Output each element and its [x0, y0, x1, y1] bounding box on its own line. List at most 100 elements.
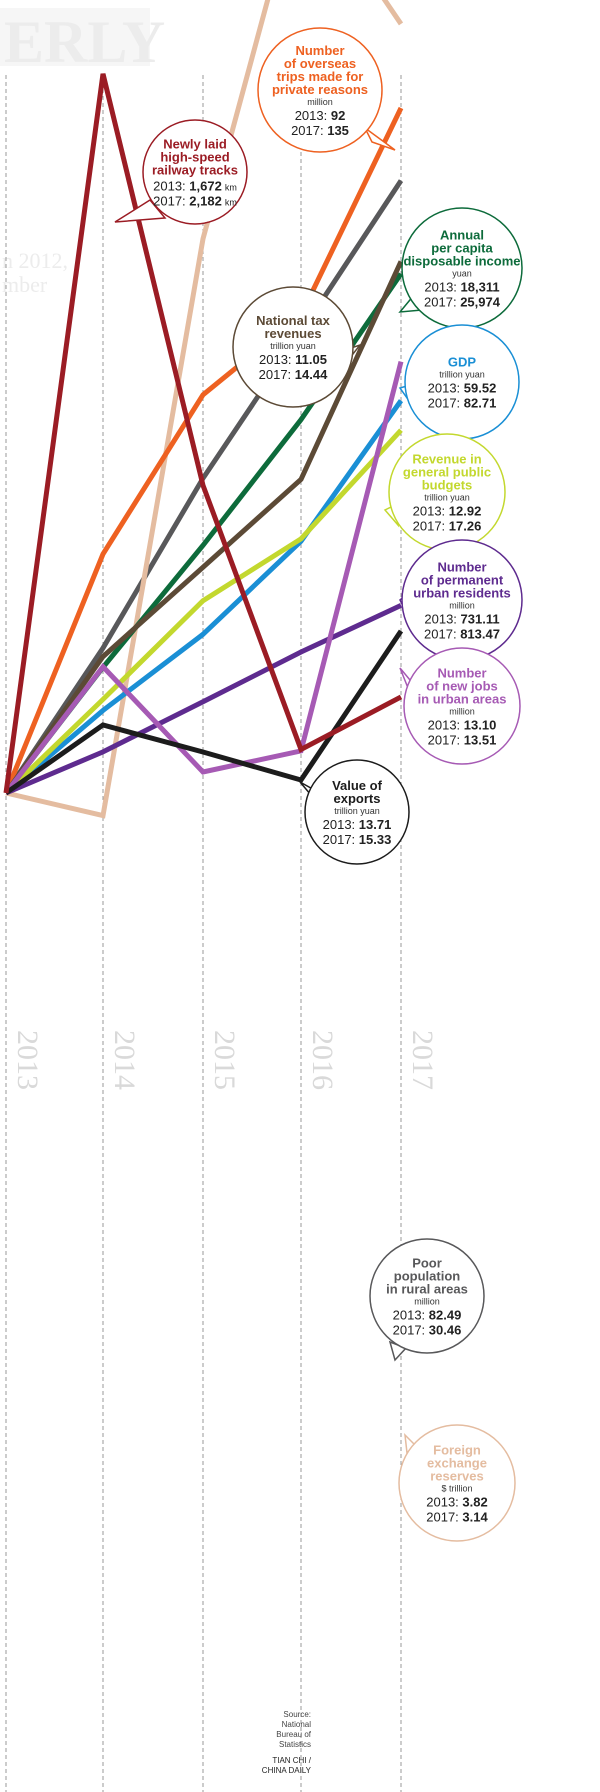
- line-tax: [3, 260, 404, 795]
- year-label-2015: 2015: [208, 1030, 241, 1090]
- bubble-title: Number: [437, 560, 486, 575]
- bubble-value-v2013: 2013: 18,311: [424, 280, 499, 295]
- bubble-title: exchange: [427, 1456, 487, 1471]
- bubble-title: urban residents: [413, 586, 511, 601]
- bubble-value-v2013: 2013: 3.82: [426, 1495, 487, 1510]
- bubble-title: in urban areas: [418, 692, 507, 707]
- bubble-unit: million: [414, 1297, 440, 1307]
- x-axis-year-labels: 2013 2014 2015 2016 2017: [11, 1030, 439, 1090]
- svg-text:ERLY: ERLY: [4, 9, 165, 75]
- credit-line: TIAN CHI /: [272, 1756, 311, 1765]
- bubble-title: high-speed: [160, 150, 229, 165]
- series-lines: [3, 0, 404, 819]
- source-line: Source:: [283, 1710, 311, 1719]
- credit-note: TIAN CHI /CHINA DAILY: [262, 1756, 312, 1775]
- bubble-title: of permanent: [421, 573, 504, 588]
- bubble-title: Annual: [440, 228, 484, 243]
- year-label-2014: 2014: [108, 1030, 141, 1090]
- bubble-value-v2013: 2013: 13.71: [323, 817, 392, 832]
- bubble-title: railway tracks: [152, 163, 238, 178]
- svg-text:mber: mber: [2, 272, 48, 297]
- bubble-title: Newly laid: [163, 137, 227, 152]
- year-gridlines: [5, 75, 402, 1792]
- year-label-2013: 2013: [11, 1030, 44, 1090]
- bubble-value-v2017: 2017: 17.26: [413, 519, 482, 534]
- bubble-title: of new jobs: [426, 679, 498, 694]
- line-gdp: [4, 399, 404, 795]
- bubble-title: Revenue in: [412, 452, 481, 467]
- source-line: National: [282, 1720, 312, 1729]
- bubble-value-v2013: 2013: 92: [295, 108, 346, 123]
- bubble-value-v2017: 2017: 30.46: [393, 1323, 462, 1338]
- bubble-value-v2013: 2013: 82.49: [393, 1308, 462, 1323]
- bubble-title: per capita: [431, 241, 493, 256]
- bubble-value-v2013: 2013: 59.52: [428, 381, 497, 396]
- bubble-title: private reasons: [272, 82, 368, 97]
- bubble-title: revenues: [264, 326, 321, 341]
- bubble-value-v2013: 2013: 11.05: [259, 352, 327, 367]
- bubble-unit: trillion yuan: [334, 806, 380, 816]
- bubble-tail: [364, 127, 396, 151]
- bubble-value-v2017: 2017: 13.51: [428, 733, 497, 748]
- line-urban: [5, 603, 403, 796]
- bubble-title: GDP: [448, 355, 477, 370]
- bubble-title: reserves: [430, 1469, 484, 1484]
- bubble-value-v2017: 2017: 2,182 km: [153, 194, 237, 209]
- bubble-unit: million: [307, 97, 333, 107]
- bubble-title: population: [394, 1269, 460, 1284]
- bubble-title: general public: [403, 465, 491, 480]
- bubble-value-v2017: 2017: 813.47: [424, 627, 500, 642]
- line-revenue: [4, 428, 403, 795]
- bubble-unit: $ trillion: [441, 1484, 472, 1494]
- source-line: Bureau of: [276, 1730, 311, 1739]
- bubble-title: in rural areas: [386, 1282, 468, 1297]
- bubble-unit: million: [449, 707, 475, 717]
- bubble-title: disposable income: [403, 254, 520, 269]
- bubble-title: exports: [334, 791, 381, 806]
- bubble-unit: million: [449, 601, 475, 611]
- bubble-value-v2017: 2017: 82.71: [428, 396, 497, 411]
- line-trips: [3, 106, 404, 794]
- credit-line: CHINA DAILY: [262, 1766, 312, 1775]
- bubble-title: Foreign: [433, 1443, 481, 1458]
- bubble-title: Number: [295, 43, 344, 58]
- bubble-unit: trillion yuan: [439, 370, 485, 380]
- bubble-title: Value of: [332, 778, 383, 793]
- line-forex: [5, 0, 404, 819]
- bubble-title: National tax: [256, 313, 330, 328]
- svg-text:n 2012,: n 2012,: [2, 248, 68, 273]
- bubble-value-v2013: 2013: 731.11: [424, 612, 499, 627]
- bubble-title: Number: [437, 666, 486, 681]
- bubble-value-v2013: 2013: 13.10: [428, 718, 497, 733]
- bubble-value-v2017: 2017: 25,974: [424, 295, 501, 310]
- bubble-unit: trillion yuan: [270, 341, 316, 351]
- bubble-title: of overseas: [284, 56, 356, 71]
- line-jobs: [4, 361, 404, 795]
- background-ghost-text: ERLY n 2012, mber: [0, 8, 165, 297]
- bubble-unit: yuan: [452, 269, 472, 279]
- year-label-2016: 2016: [306, 1030, 339, 1090]
- bubble-value-v2017: 2017: 3.14: [426, 1510, 488, 1525]
- bubble-title: budgets: [422, 478, 473, 493]
- bubble-value-v2013: 2013: 12.92: [413, 504, 482, 519]
- bubble-title: Poor: [412, 1256, 442, 1271]
- bubble-value-v2017: 2017: 135: [291, 123, 349, 138]
- year-label-2017: 2017: [406, 1030, 439, 1090]
- bubble-value-v2013: 2013: 1,672 km: [153, 179, 237, 194]
- bubble-title: trips made for: [277, 69, 364, 84]
- source-line: Statistics: [279, 1740, 311, 1749]
